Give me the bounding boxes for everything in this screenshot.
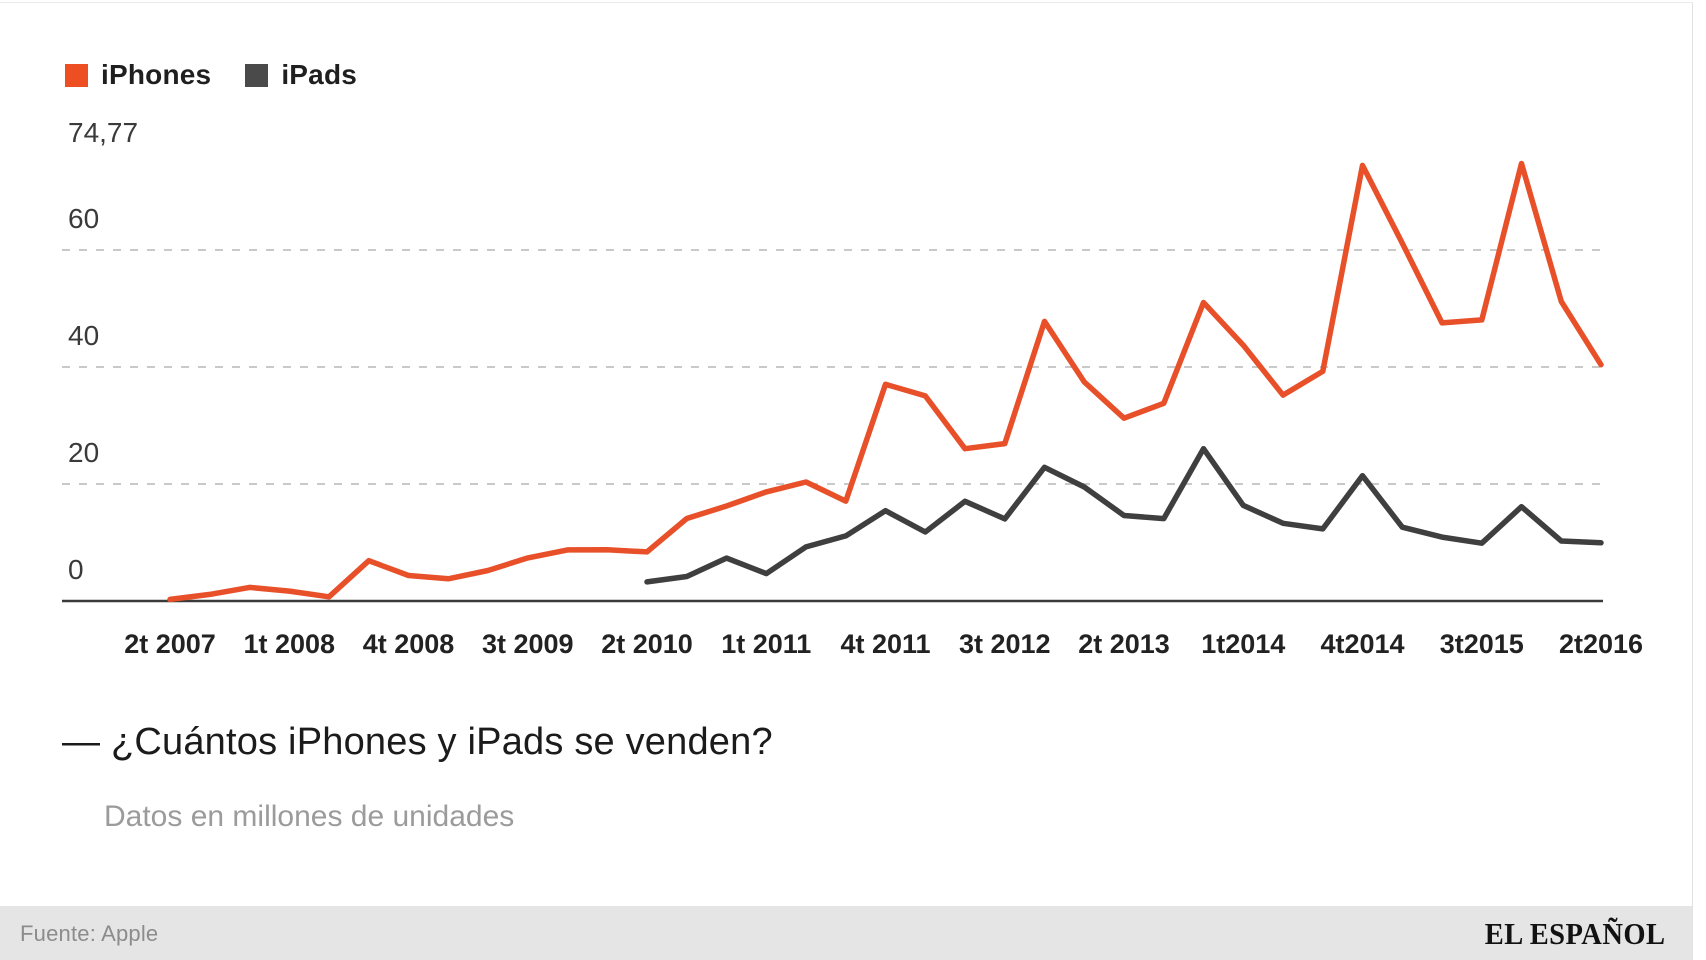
x-tick-label-1t2008: 1t 2008 [243, 629, 336, 659]
y-axis-label-74_77: 74,77 [68, 116, 139, 148]
y-axis-label-0: 0 [68, 554, 84, 585]
y-axis-label-20: 20 [68, 437, 100, 468]
legend: iPhones iPads [65, 59, 357, 91]
legend-label-ipads: iPads [281, 59, 358, 90]
ipads-swatch-icon [245, 63, 269, 87]
legend-item-iphones: iPhones [65, 59, 211, 91]
iphones-line [167, 160, 1604, 603]
footer-bar: Fuente: Apple EL ESPAÑOL [0, 906, 1692, 960]
plot-area: 74,77 60 40 20 0 2t 2007 1t 2008 4t 2008 3t 2009… [0, 3, 1706, 703]
legend-item-ipads: iPads [245, 59, 357, 91]
x-tick-label-4t2008: 4t 2008 [362, 629, 455, 659]
x-tick-label-2t2013: 2t 2013 [1078, 629, 1170, 659]
y-axis-label-60: 60 [68, 203, 100, 234]
x-tick-label-4t2014: 4t2014 [1320, 629, 1405, 659]
ipads-line [644, 445, 1604, 585]
chart-title: — ¿Cuántos iPhones y iPads se venden? [62, 721, 773, 763]
x-tick-label-2t2007: 2t 2007 [124, 629, 216, 659]
x-tick-label-3t2015: 3t2015 [1439, 629, 1524, 659]
x-tick-label-3t2009: 3t 2009 [481, 629, 574, 659]
y-axis-label-40: 40 [68, 320, 100, 351]
x-tick-label-3t2012: 3t 2012 [958, 629, 1051, 659]
chart-subtitle: Datos en millones de unidades [104, 800, 515, 833]
x-tick-label-1t2011: 1t 2011 [721, 629, 812, 659]
source-credit: Fuente: Apple [20, 920, 159, 946]
x-tick-label-2t2010: 2t 2010 [601, 629, 693, 659]
chart-svg [62, 160, 1604, 603]
brand-logo: EL ESPAÑOL [1485, 915, 1666, 951]
x-tick-label-2t2016: 2t2016 [1558, 629, 1644, 659]
x-tick-label-4t2011: 4t 2011 [840, 629, 931, 659]
iphones-swatch-icon [65, 63, 88, 87]
x-tick-label-1t2014: 1t2014 [1201, 629, 1286, 659]
legend-label-iphones: iPhones [101, 59, 212, 90]
